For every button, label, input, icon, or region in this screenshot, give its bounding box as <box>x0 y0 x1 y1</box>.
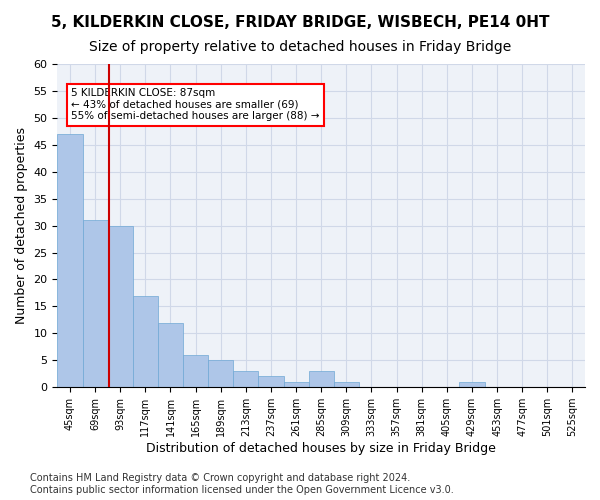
Bar <box>308 371 334 387</box>
Bar <box>208 360 233 387</box>
Bar <box>107 226 133 387</box>
Bar <box>334 382 359 387</box>
Bar <box>58 134 83 387</box>
X-axis label: Distribution of detached houses by size in Friday Bridge: Distribution of detached houses by size … <box>146 442 496 455</box>
Bar <box>460 382 485 387</box>
Text: 5, KILDERKIN CLOSE, FRIDAY BRIDGE, WISBECH, PE14 0HT: 5, KILDERKIN CLOSE, FRIDAY BRIDGE, WISBE… <box>51 15 549 30</box>
Text: Contains HM Land Registry data © Crown copyright and database right 2024.
Contai: Contains HM Land Registry data © Crown c… <box>30 474 454 495</box>
Bar <box>158 322 183 387</box>
Bar <box>284 382 308 387</box>
Bar <box>233 371 259 387</box>
Text: Size of property relative to detached houses in Friday Bridge: Size of property relative to detached ho… <box>89 40 511 54</box>
Bar <box>83 220 107 387</box>
Bar <box>133 296 158 387</box>
Bar <box>259 376 284 387</box>
Y-axis label: Number of detached properties: Number of detached properties <box>15 127 28 324</box>
Text: 5 KILDERKIN CLOSE: 87sqm
← 43% of detached houses are smaller (69)
55% of semi-d: 5 KILDERKIN CLOSE: 87sqm ← 43% of detach… <box>71 88 320 122</box>
Bar <box>183 355 208 387</box>
